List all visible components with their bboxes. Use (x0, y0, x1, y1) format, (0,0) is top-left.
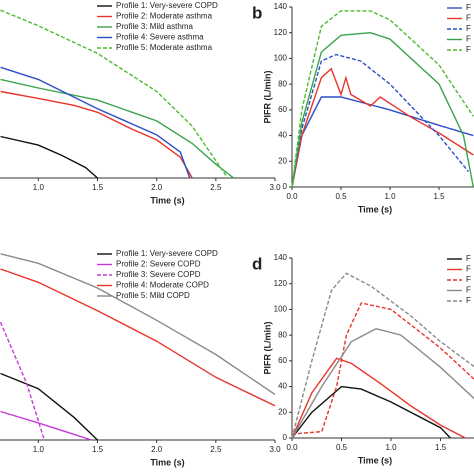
x-tick-label: 0.0 (286, 443, 298, 452)
y-axis-label: PIFR (L/min) (262, 322, 272, 375)
legend-label: Profile 4: Moderate COPD (116, 281, 209, 290)
y-tick-label: 40 (278, 131, 287, 140)
series-line (0, 90, 193, 179)
legend-label: Profile 5: Moderate asthma (116, 43, 213, 52)
x-tick-label: 2.0 (151, 445, 163, 454)
legend-label: Profile 5: Mild COPD (116, 291, 190, 300)
x-tick-label: 0.0 (286, 192, 298, 201)
x-tick-label: 1.0 (33, 445, 45, 454)
x-tick-label: 3.0 (269, 183, 281, 192)
y-axis-label: PIFR (L/min) (262, 71, 272, 124)
x-tick-label: 0.5 (335, 192, 347, 201)
legend-label: F (466, 35, 471, 44)
legend-label: Profile 3: Severe COPD (116, 270, 201, 279)
y-tick-label: 120 (274, 279, 288, 288)
series-line (291, 67, 474, 188)
legend-label: Profile 1: Very-severe COPD (116, 1, 218, 10)
series-line (0, 135, 98, 179)
panel-label: b (252, 3, 262, 22)
y-tick-label: 140 (274, 253, 288, 262)
x-tick-label: 2.5 (210, 183, 222, 192)
y-tick-label: 0 (283, 433, 288, 442)
y-tick-label: 0 (283, 182, 288, 191)
legend-label: Profile 4: Severe asthma (116, 33, 204, 42)
x-tick-label: 1.5 (433, 192, 445, 201)
series-line (0, 9, 229, 179)
y-tick-label: 100 (274, 305, 288, 314)
legend-label: F (466, 14, 471, 23)
x-tick-label: 1.0 (384, 192, 396, 201)
series-line (0, 78, 235, 179)
legend-label: Profile 3: Mild asthma (116, 22, 193, 31)
x-axis-label: Time (s) (150, 195, 184, 205)
panel-label: d (252, 254, 262, 273)
legend-label: F (466, 254, 471, 263)
series-line (291, 53, 469, 188)
y-tick-label: 20 (278, 407, 287, 416)
y-tick-label: 140 (274, 2, 288, 11)
y-tick-label: 80 (278, 79, 287, 88)
series-line (0, 410, 92, 441)
legend-label: F (466, 3, 471, 12)
legend-label: F (466, 286, 471, 295)
legend-label: F (466, 265, 471, 274)
x-axis-label: Time (s) (358, 455, 392, 465)
x-axis-label: Time (s) (358, 204, 392, 214)
series-line (0, 321, 45, 441)
x-tick-label: 3.0 (269, 445, 281, 454)
series-line (0, 268, 276, 407)
series-line (291, 327, 474, 439)
series-line (291, 31, 474, 188)
legend-label: F (466, 275, 471, 284)
x-tick-label: 0.5 (336, 443, 348, 452)
x-tick-label: 1.5 (435, 443, 447, 452)
x-axis-label: Time (s) (150, 457, 184, 467)
legend-label: Profile 1: Very-severe COPD (116, 249, 218, 258)
series-line (0, 253, 276, 395)
x-tick-label: 1.5 (92, 445, 104, 454)
y-tick-label: 20 (278, 156, 287, 165)
series-line (291, 357, 466, 439)
y-tick-label: 120 (274, 28, 288, 37)
y-tick-label: 60 (278, 105, 287, 114)
series-line (291, 10, 474, 188)
x-tick-label: 2.5 (210, 445, 222, 454)
x-tick-label: 1.0 (385, 443, 397, 452)
series-line (0, 66, 191, 179)
y-tick-label: 40 (278, 382, 287, 391)
x-tick-label: 1.0 (33, 183, 45, 192)
x-tick-label: 2.0 (151, 183, 163, 192)
legend-label: F (466, 45, 471, 54)
y-tick-label: 60 (278, 356, 287, 365)
series-line (291, 302, 474, 435)
legend-label: Profile 2: Moderate asthma (116, 12, 213, 21)
legend-label: F (466, 24, 471, 33)
series-line (291, 385, 451, 439)
legend-label: F (466, 296, 471, 305)
legend-label: Profile 2: Severe COPD (116, 260, 201, 269)
y-tick-label: 80 (278, 330, 287, 339)
series-line (0, 372, 98, 441)
series-line (291, 96, 474, 188)
y-tick-label: 100 (274, 54, 288, 63)
series-line (291, 272, 474, 439)
x-tick-label: 1.5 (92, 183, 104, 192)
